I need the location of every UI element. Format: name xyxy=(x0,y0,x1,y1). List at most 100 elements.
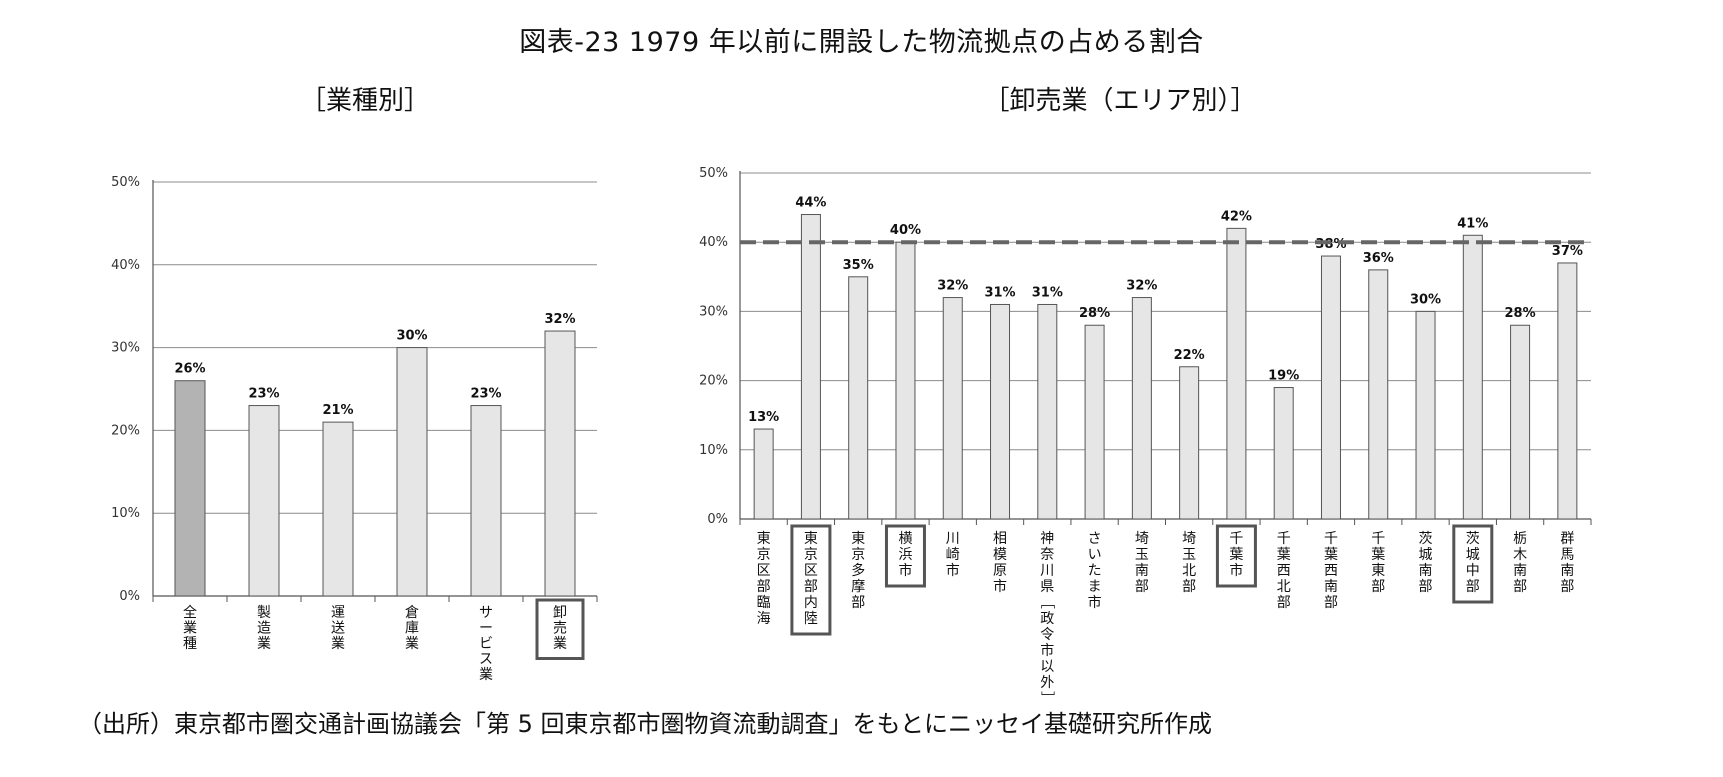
right-bar xyxy=(942,297,963,520)
left-ytick-label: 30% xyxy=(111,341,140,356)
right-data-label: 42% xyxy=(1221,209,1252,224)
right-category-char: 千 xyxy=(1324,531,1338,547)
right-category-char: 千 xyxy=(1371,531,1385,547)
right-category-char: 部 xyxy=(804,579,818,595)
right-category-char: 京 xyxy=(851,547,865,563)
left-category-char: 業 xyxy=(553,636,567,652)
left-chart-title: ［業種別］ xyxy=(299,86,430,116)
right-category-char: 千 xyxy=(1277,531,1291,547)
right-category-char: 市 xyxy=(1040,642,1054,659)
right-bar xyxy=(753,428,774,520)
right-ytick-label: 0% xyxy=(707,512,728,527)
right-category-char: 川 xyxy=(1040,563,1054,579)
right-category-char: 市 xyxy=(1088,594,1102,611)
right-ytick-label: 40% xyxy=(699,235,728,250)
right-bar xyxy=(1037,303,1058,520)
left-ytick-label: 10% xyxy=(111,506,140,521)
left-category-char: 製 xyxy=(257,605,271,621)
right-category-char: 市 xyxy=(1229,562,1243,579)
left-data-label: 32% xyxy=(544,312,575,327)
right-bar xyxy=(848,276,869,520)
right-category-char: 市 xyxy=(993,578,1007,595)
left-category-char: 業 xyxy=(479,667,493,683)
right-bar xyxy=(895,241,916,520)
right-highlight-box xyxy=(1452,524,1494,604)
right-category-char: 葉 xyxy=(1229,547,1243,563)
left-data-label: 30% xyxy=(396,329,427,344)
right-data-label: 28% xyxy=(1079,306,1110,321)
right-category-char: 川 xyxy=(946,531,960,547)
right-category-char: 埼 xyxy=(1182,531,1196,547)
right-category-char: 西 xyxy=(1324,563,1338,579)
left-category-char: 売 xyxy=(553,621,567,637)
right-data-label: 37% xyxy=(1552,244,1583,259)
right-category-char: 臨 xyxy=(757,595,771,611)
left-ytick-label: 0% xyxy=(119,589,140,604)
right-category-char: た xyxy=(1088,563,1102,579)
right-highlight-box xyxy=(1215,524,1257,588)
right-category-char: 葉 xyxy=(1371,547,1385,563)
left-category-char: 倉 xyxy=(405,605,419,621)
right-bar xyxy=(1462,234,1483,520)
right-bar xyxy=(990,303,1011,520)
right-category-char: 城 xyxy=(1466,547,1480,563)
right-category-char: 千 xyxy=(1229,531,1243,547)
right-bar xyxy=(1320,255,1341,520)
page-title: 図表-23 1979 年以前に開設した物流拠点の占める割合 xyxy=(519,27,1204,58)
left-bar xyxy=(470,405,502,597)
right-category-char: 政 xyxy=(1040,611,1054,627)
left-category-char: 業 xyxy=(183,621,197,637)
right-category-char: 南 xyxy=(1560,563,1574,579)
right-category-char: ま xyxy=(1088,579,1102,595)
right-category-char: 部 xyxy=(1466,579,1480,595)
left-category-char: ー xyxy=(479,621,493,637)
right-highlight-box xyxy=(790,524,832,636)
left-category-char: 送 xyxy=(331,621,345,637)
left-bar xyxy=(322,421,354,597)
right-bar xyxy=(1273,387,1294,520)
right-data-label: 31% xyxy=(984,285,1015,300)
right-bar xyxy=(1179,366,1200,520)
right-category-char: 南 xyxy=(1324,579,1338,595)
right-category-char: 木 xyxy=(1513,547,1527,563)
right-category-char: 横 xyxy=(898,531,912,547)
right-ytick-label: 10% xyxy=(699,443,728,458)
right-bar xyxy=(1368,269,1389,520)
left-category-char: 庫 xyxy=(405,620,419,637)
right-category-char: 部 xyxy=(1371,579,1385,595)
left-category-char: 業 xyxy=(405,636,419,652)
right-category-char: 埼 xyxy=(1135,531,1149,547)
right-category-char: 部 xyxy=(1324,595,1338,611)
right-category-char: 奈 xyxy=(1040,547,1054,563)
right-category-char: 群 xyxy=(1560,531,1574,547)
right-data-label: 30% xyxy=(1410,292,1441,307)
right-category-char: ］ xyxy=(1038,691,1054,705)
right-category-char: 崎 xyxy=(946,547,960,563)
right-bar xyxy=(1131,297,1152,520)
right-bar xyxy=(800,214,821,520)
right-category-char: 京 xyxy=(804,547,818,563)
right-category-char: 東 xyxy=(1371,563,1385,579)
left-category-char: 種 xyxy=(183,636,197,652)
left-category-char: 全 xyxy=(183,604,197,621)
right-category-char: 令 xyxy=(1040,627,1054,643)
left-category-char: ビ xyxy=(479,636,493,652)
left-category-char: ス xyxy=(479,652,493,668)
right-category-char: 神 xyxy=(1040,531,1054,547)
right-category-char: 南 xyxy=(1135,563,1149,579)
left-data-label: 21% xyxy=(322,403,353,418)
right-category-char: 原 xyxy=(993,563,1007,579)
right-chart-title: ［卸売業（エリア別）］ xyxy=(983,86,1257,116)
right-category-char: 玉 xyxy=(1182,547,1196,563)
right-category-char: 市 xyxy=(946,562,960,579)
right-data-label: 35% xyxy=(843,258,874,273)
right-category-char: 浜 xyxy=(898,547,912,563)
left-category-char: 業 xyxy=(257,636,271,652)
right-category-char: 中 xyxy=(1466,563,1480,579)
right-category-char: 部 xyxy=(1135,579,1149,595)
right-ytick-label: 30% xyxy=(699,304,728,319)
right-category-char: 栃 xyxy=(1513,531,1527,547)
right-category-char: 部 xyxy=(851,595,865,611)
right-category-char: 区 xyxy=(757,563,771,579)
right-category-char: 城 xyxy=(1419,547,1433,563)
